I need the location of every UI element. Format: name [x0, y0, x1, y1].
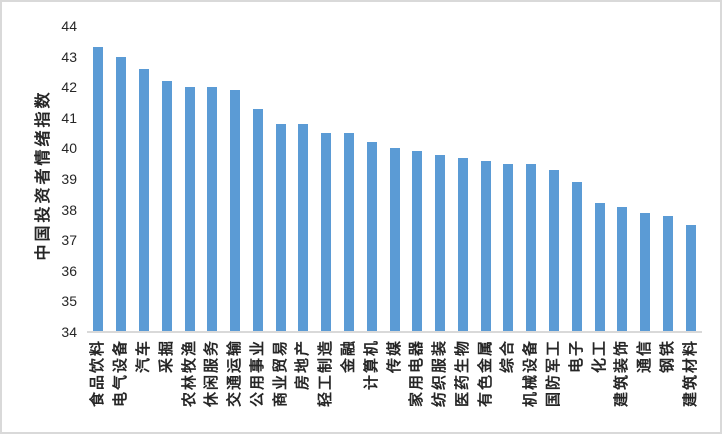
bar — [389, 148, 400, 332]
bar — [640, 212, 651, 332]
x-category-label: 有色金属 — [476, 339, 494, 408]
x-category-label: 建筑装饰 — [613, 339, 631, 408]
bar — [116, 56, 127, 332]
x-category-label: 电子 — [567, 339, 585, 374]
y-tick-label: 35 — [61, 293, 77, 310]
y-tick-label: 36 — [61, 262, 77, 279]
y-tick-label: 39 — [61, 171, 77, 187]
x-category-label: 公用事业 — [248, 339, 266, 408]
x-category-label: 房地产 — [294, 339, 312, 391]
x-category-label: 交通运输 — [226, 339, 244, 408]
x-category-label: 计算机 — [362, 339, 380, 391]
bar — [252, 108, 263, 332]
x-category-label: 机械设备 — [522, 339, 540, 408]
x-category-label: 轻工制造 — [317, 339, 335, 408]
x-axis-line — [87, 331, 702, 333]
bar — [480, 160, 491, 332]
y-tick-label: 38 — [61, 201, 77, 218]
x-category-label: 金融 — [339, 339, 357, 374]
bar — [161, 81, 172, 332]
x-category-label: 商业贸易 — [271, 339, 289, 408]
bar — [93, 47, 104, 332]
bar — [435, 154, 446, 332]
x-category-label: 汽车 — [134, 339, 152, 374]
bar — [230, 90, 241, 332]
y-tick-label: 44 — [61, 18, 77, 34]
bar — [594, 203, 605, 332]
x-category-label: 家用电器 — [408, 339, 426, 408]
bar — [685, 224, 696, 332]
bar — [457, 157, 468, 332]
bar — [184, 87, 195, 332]
bar — [366, 142, 377, 332]
x-category-label: 通信 — [636, 339, 654, 374]
bar — [571, 182, 582, 332]
y-tick-label: 34 — [61, 324, 77, 340]
bar — [662, 215, 673, 332]
bar — [526, 163, 537, 332]
x-category-label: 食品饮料 — [89, 339, 107, 408]
y-tick-label: 40 — [61, 140, 77, 157]
bar — [503, 163, 514, 332]
x-category-label: 综合 — [499, 339, 517, 374]
y-tick-label: 41 — [61, 109, 77, 126]
bar — [298, 123, 309, 332]
bar — [343, 133, 354, 332]
bar — [321, 133, 332, 332]
x-category-label: 采掘 — [157, 339, 175, 374]
x-category-label: 农林牧渔 — [180, 339, 198, 408]
x-category-label: 化工 — [590, 339, 608, 374]
bar — [617, 206, 628, 332]
y-tick-label: 43 — [61, 48, 77, 65]
y-tick-label: 37 — [61, 232, 77, 249]
x-category-label: 休闲服务 — [203, 339, 221, 408]
bar — [548, 169, 559, 332]
x-category-label: 纺织服装 — [431, 339, 449, 408]
x-category-label: 传媒 — [385, 339, 403, 374]
bar — [138, 68, 149, 332]
x-category-label: 建筑材料 — [681, 339, 699, 408]
x-category-label: 国防军工 — [544, 339, 562, 408]
x-category-label: 电气设备 — [112, 339, 130, 408]
bar — [275, 123, 286, 332]
x-category-label: 医药生物 — [453, 339, 471, 408]
bar — [412, 151, 423, 332]
bar — [207, 87, 218, 332]
x-category-label: 钢铁 — [658, 339, 676, 374]
y-tick-label: 42 — [61, 79, 77, 96]
